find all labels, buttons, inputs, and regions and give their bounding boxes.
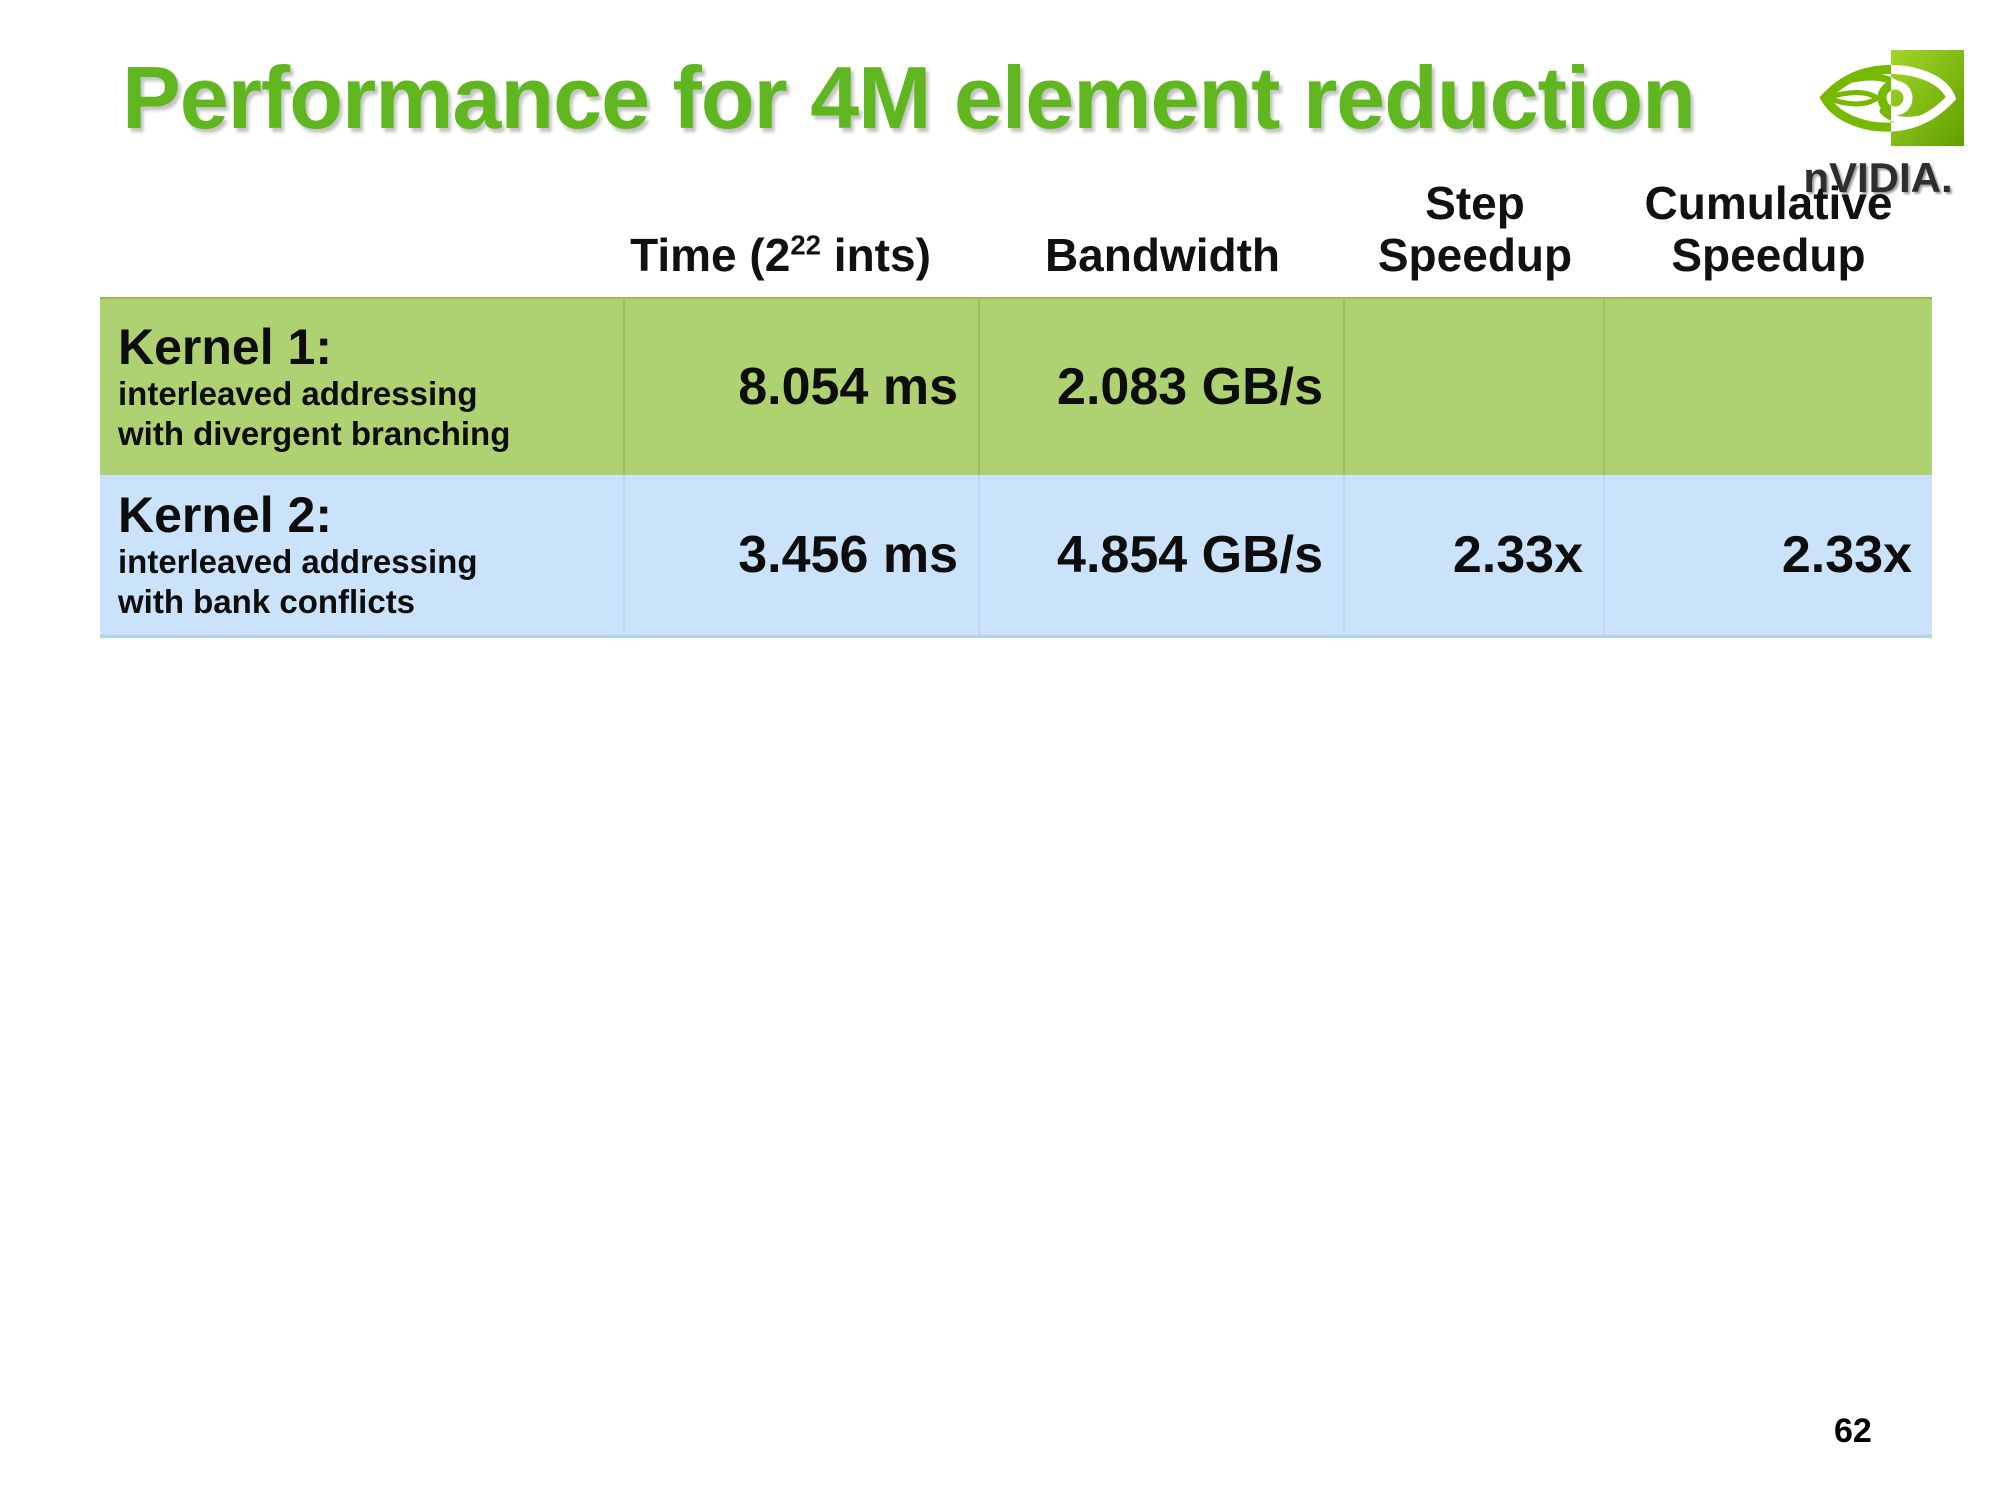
kernel1-desc-line2: with divergent branching xyxy=(118,414,511,452)
kernel1-cumulative-speedup-cell xyxy=(1605,299,1932,475)
header-time-pre: Time (2 xyxy=(630,228,791,281)
kernel1-bandwidth-cell: 2.083 GB/s xyxy=(980,298,1345,475)
table-row-kernel1: Kernel 1: interleaved addressing with di… xyxy=(100,296,1932,475)
header-cumulative-line1: Cumulative xyxy=(1644,177,1893,229)
performance-table: Time (222 ints) Bandwidth Step Speedup C… xyxy=(100,177,1932,638)
kernel1-time-cell: 8.054 ms xyxy=(625,298,980,475)
header-step-line2: Speedup xyxy=(1377,228,1573,281)
nvidia-eye-icon xyxy=(1818,50,1964,146)
header-cumulative-speedup: Cumulative Speedup xyxy=(1605,177,1932,282)
page-title: Performance for 4M element reduction xyxy=(122,48,1696,147)
kernel2-step-speedup-cell: 2.33x xyxy=(1345,474,1605,635)
header-cumulative-line2: Speedup xyxy=(1671,228,1866,281)
kernel1-desc-line1: interleaved addressing xyxy=(118,374,478,412)
kernel2-label-cell: Kernel 2: interleaved addressing with ba… xyxy=(100,474,625,635)
header-step-line1: Step xyxy=(1425,177,1525,229)
table-row-kernel2: Kernel 2: interleaved addressing with ba… xyxy=(100,474,1932,638)
header-time: Time (222 ints) xyxy=(603,228,958,282)
header-step-speedup: Step Speedup xyxy=(1345,177,1605,282)
kernel2-desc-line1: interleaved addressing xyxy=(118,542,478,580)
table-header-row: Time (222 ints) Bandwidth Step Speedup C… xyxy=(100,177,1932,282)
header-time-exponent: 22 xyxy=(790,229,822,261)
kernel1-step-speedup-cell xyxy=(1345,298,1605,475)
kernel2-desc-line2: with bank conflicts xyxy=(118,582,416,620)
kernel1-label-cell: Kernel 1: interleaved addressing with di… xyxy=(100,298,625,475)
kernel2-bandwidth-cell: 4.854 GB/s xyxy=(980,474,1345,635)
nvidia-wordmark: nVIDIA. xyxy=(1803,154,1953,201)
header-time-post: ints) xyxy=(821,228,931,281)
kernel2-cumulative-speedup-cell: 2.33x xyxy=(1781,525,1912,584)
kernel2-time-cell: 3.456 ms xyxy=(625,474,980,635)
page-number: 62 xyxy=(1834,1412,1872,1450)
kernel1-title: Kernel 1: xyxy=(118,318,332,375)
kernel2-title: Kernel 2: xyxy=(118,486,332,543)
header-bandwidth: Bandwidth xyxy=(1044,228,1281,281)
nvidia-logo: nVIDIA. xyxy=(1788,48,1968,202)
